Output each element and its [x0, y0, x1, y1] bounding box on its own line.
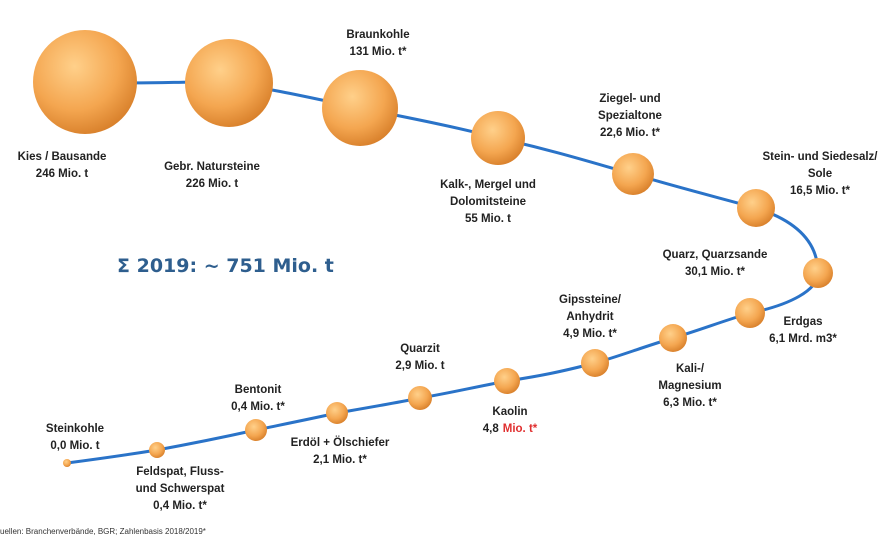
resource-label: Erdgas: [784, 316, 823, 328]
resource-label: Braunkohle: [346, 29, 409, 41]
resource-label: 246 Mio. t: [36, 168, 89, 180]
total-label: Σ 2019: ~ 751 Mio. t: [117, 255, 334, 277]
resource-label: 6,3 Mio. t*: [663, 397, 717, 409]
resource-label: und Schwerspat: [136, 483, 225, 495]
resource-label: 0,4 Mio. t*: [231, 401, 285, 413]
resource-label: 2,1 Mio. t*: [313, 454, 367, 466]
resource-bubble: [326, 402, 348, 424]
resource-bubble: [33, 30, 137, 134]
resource-bubble: [245, 419, 267, 441]
resource-bubble: [185, 39, 273, 127]
resource-label: Quarz, Quarzsande: [663, 249, 768, 261]
resource-label: Kaolin: [492, 406, 527, 418]
resource-label: 0,0 Mio. t: [50, 440, 99, 452]
resource-label: Anhydrit: [566, 311, 613, 323]
resource-bubble: [735, 298, 765, 328]
resource-label: Spezialtone: [598, 110, 662, 122]
amount-value: 4,8: [483, 423, 500, 435]
resource-label: Kali-/: [676, 363, 705, 375]
resource-label: Dolomitsteine: [450, 196, 526, 208]
resource-label: 2,9 Mio. t: [395, 360, 444, 372]
resource-label: 16,5 Mio. t*: [790, 185, 851, 197]
resource-label: Steinkohle: [46, 423, 104, 435]
resource-bubble: [803, 258, 833, 288]
resource-label: Gipssteine/: [559, 294, 622, 306]
amount-unit: Mio. t*: [503, 423, 538, 435]
resource-bubble: [149, 442, 165, 458]
resource-bubble: [408, 386, 432, 410]
resource-bubble: [63, 459, 71, 467]
resource-label: Stein- und Siedesalz/: [762, 151, 878, 163]
resource-label: 30,1 Mio. t*: [685, 266, 746, 278]
resource-bubble: [659, 324, 687, 352]
resource-label: 55 Mio. t: [465, 213, 511, 225]
resource-bubble: [322, 70, 398, 146]
resource-label: Quarzit: [400, 343, 440, 355]
resource-label: Bentonit: [235, 384, 282, 396]
resource-bubble: [612, 153, 654, 195]
resource-bubble: [737, 189, 775, 227]
resource-label: Gebr. Natursteine: [164, 161, 260, 173]
source-note: uellen: Branchenverbände, BGR; Zahlenbas…: [0, 527, 206, 536]
resource-label: 6,1 Mrd. m3*: [769, 333, 837, 345]
resource-label: 4,9 Mio. t*: [563, 328, 617, 340]
nodes: Kies / Bausande 246 Mio. t Gebr. Naturstei…: [18, 29, 879, 512]
resource-label: Kalk-, Mergel und: [440, 179, 536, 191]
resource-bubble: [471, 111, 525, 165]
resource-label: Feldspat, Fluss-: [136, 466, 224, 478]
resource-label: Erdöl + Ölschiefer: [291, 436, 390, 449]
resource-label: 0,4 Mio. t*: [153, 500, 207, 512]
resource-label: 131 Mio. t*: [350, 46, 407, 58]
resource-bubble: [581, 349, 609, 377]
resource-bubble: [494, 368, 520, 394]
resource-label: Sole: [808, 168, 832, 180]
resource-label: 226 Mio. t: [186, 178, 239, 190]
resource-amount: 4,8 Mio. t*: [483, 423, 538, 435]
resource-label: Magnesium: [658, 380, 721, 392]
resource-label: Kies / Bausande: [18, 151, 107, 163]
resource-label: Ziegel- und: [599, 93, 660, 105]
resource-label: 22,6 Mio. t*: [600, 127, 661, 139]
